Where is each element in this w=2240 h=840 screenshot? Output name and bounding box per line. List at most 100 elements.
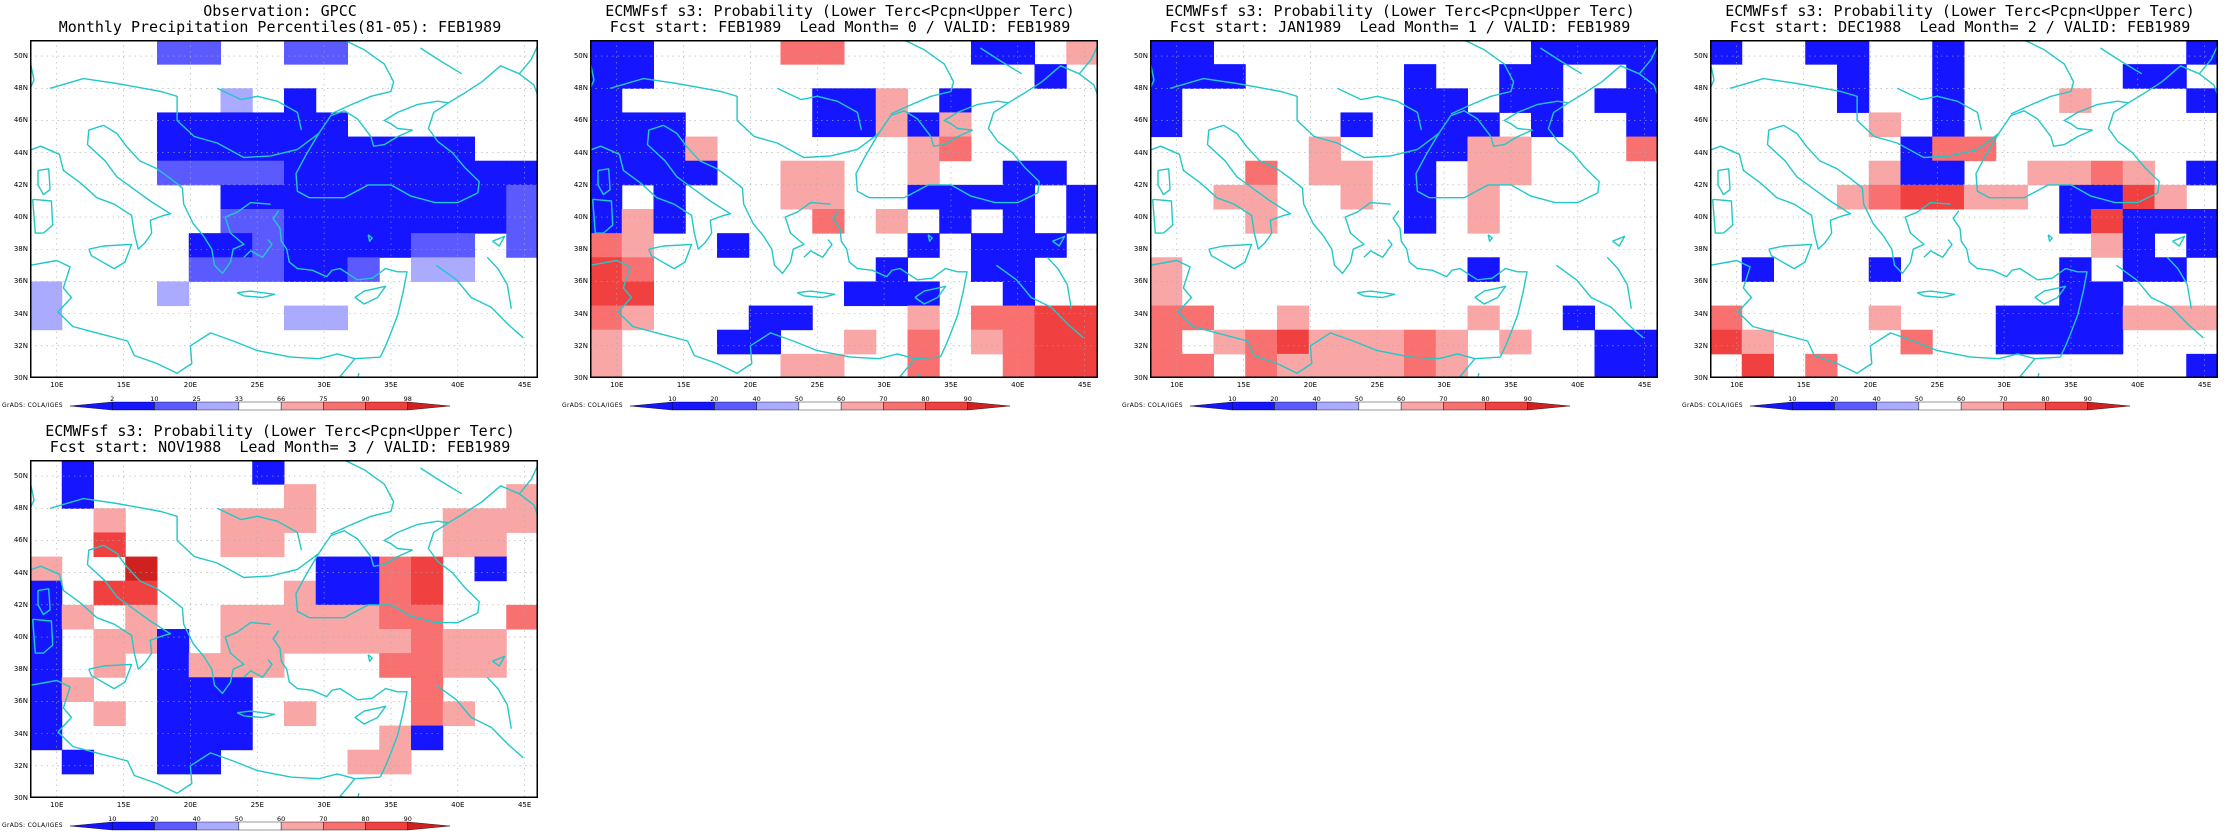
- grid-cell: [1435, 353, 1468, 378]
- grid-cell: [1626, 329, 1658, 355]
- grid-cell: [30, 580, 63, 606]
- coastline: [1952, 210, 2088, 358]
- grid-cell: [1467, 160, 1500, 186]
- grid-cell: [1181, 305, 1214, 331]
- grid-cell: [2122, 257, 2155, 282]
- grid-cell: [252, 460, 285, 485]
- lon-tick-label: 40E: [1571, 381, 1585, 389]
- grid-cell: [188, 749, 221, 775]
- colorbar-swatch: [630, 401, 673, 411]
- grid-cell: [590, 40, 623, 65]
- grid-cell: [590, 88, 623, 113]
- colorbar-swatch: [1876, 401, 1920, 411]
- lat-tick-label: 34N: [1693, 309, 1708, 318]
- grid-cell: [1435, 112, 1468, 138]
- coastline: [609, 77, 880, 159]
- lon-tick-label: 45E: [2197, 381, 2212, 389]
- grid-cell: [2059, 305, 2092, 331]
- grid-cell: [188, 677, 221, 702]
- grid-cell: [1932, 88, 1965, 113]
- colorbar-label: 10: [150, 395, 158, 403]
- lat-tick-label: 38N: [13, 665, 28, 674]
- grid-cell: [971, 305, 1004, 331]
- colorbar-label: 10: [668, 395, 676, 403]
- coastline: [648, 243, 693, 270]
- coastline: [2166, 256, 2192, 309]
- panel-title: ECMWFsf s3: Probability (Lower Terc<Pcpn…: [1165, 2, 1635, 20]
- grads-credit: GrADS: COLA/IGES: [1122, 402, 1183, 409]
- grid-cell: [812, 88, 845, 113]
- coastline: [518, 44, 538, 75]
- coastline: [1923, 239, 1953, 259]
- colorbar-swatch: [840, 401, 884, 411]
- grid-cell: [411, 677, 444, 702]
- grid-cell: [1467, 305, 1500, 331]
- grid-cell: [284, 88, 317, 113]
- coastline: [295, 100, 480, 199]
- colorbar-swatch: [2003, 401, 2046, 411]
- grid-cell: [2154, 64, 2187, 89]
- colorbar-label: 50: [1915, 395, 1923, 403]
- grid-cell: [590, 233, 623, 258]
- colorbar-swatch: [714, 401, 757, 411]
- grid-cell: [315, 112, 348, 138]
- colorbar-label: 80: [1481, 395, 1489, 403]
- grid-cell: [653, 209, 686, 234]
- map-panel-3: ECMWFsf s3: Probability (Lower Terc<Pcpn…: [1120, 0, 1680, 420]
- grid-cell: [1245, 184, 1278, 210]
- grid-cell: [1404, 64, 1437, 89]
- colorbar-label: 20: [1830, 395, 1838, 403]
- colorbar: 10 20 40 50 60 70 80 90: [1190, 395, 1570, 411]
- lon-tick-label: 15E: [116, 381, 131, 389]
- colorbar-swatch: [154, 821, 197, 831]
- grid-cell: [1277, 329, 1310, 355]
- coastline: [832, 210, 968, 358]
- grid-cell: [939, 136, 972, 162]
- grid-cell: [653, 184, 686, 210]
- colorbar-swatch: [672, 401, 715, 411]
- grid-cell: [411, 160, 444, 186]
- grid-cell: [939, 209, 972, 234]
- grid-cell: [1868, 184, 1901, 210]
- coastline: [37, 588, 51, 616]
- coastline: [243, 239, 273, 259]
- lon-tick-label: 30E: [317, 381, 331, 389]
- grid-cell: [379, 184, 412, 210]
- map-area: [1710, 40, 2218, 378]
- grid-cell: [347, 749, 380, 775]
- grid-cell: [125, 556, 158, 582]
- grid-cell: [220, 701, 253, 727]
- grid-cell: [442, 701, 475, 727]
- coastline: [518, 464, 538, 495]
- grid-cell: [379, 629, 412, 654]
- grid-cell: [442, 233, 475, 258]
- grid-cell: [379, 653, 412, 678]
- coastline: [1916, 290, 1956, 299]
- coastline: [1896, 87, 1983, 131]
- lat-tick-label: 30N: [13, 794, 28, 802]
- colorbar-swatch: [1834, 401, 1877, 411]
- lon-tick-label: 20E: [183, 381, 198, 389]
- grid-cell: [157, 281, 190, 307]
- lat-tick-label: 32N: [1133, 341, 1148, 350]
- coastline: [30, 259, 381, 374]
- grid-cell: [1002, 305, 1035, 331]
- colorbar-label: 20: [150, 815, 158, 823]
- colorbar: 2 10 25 33 66 75 90 98: [70, 395, 450, 411]
- coastline: [492, 655, 506, 667]
- panel-subtitle: Fcst start: FEB1989 Lead Month= 0 / VALI…: [609, 18, 1071, 36]
- grid-cell: [1626, 136, 1658, 162]
- grid-cell: [220, 532, 253, 558]
- grid-cell: [1467, 184, 1500, 210]
- grid-cell: [780, 184, 813, 210]
- colorbar-swatch: [1792, 401, 1835, 411]
- lat-tick-label: 38N: [573, 245, 588, 254]
- coastline: [486, 676, 512, 729]
- colorbar-swatch: [365, 821, 408, 831]
- coastline: [1046, 256, 1072, 309]
- grid-cell: [2186, 160, 2218, 186]
- grid-cell: [220, 112, 253, 138]
- coastline: [30, 679, 381, 794]
- grid-cell: [2122, 233, 2155, 258]
- grid-cell: [1002, 40, 1035, 65]
